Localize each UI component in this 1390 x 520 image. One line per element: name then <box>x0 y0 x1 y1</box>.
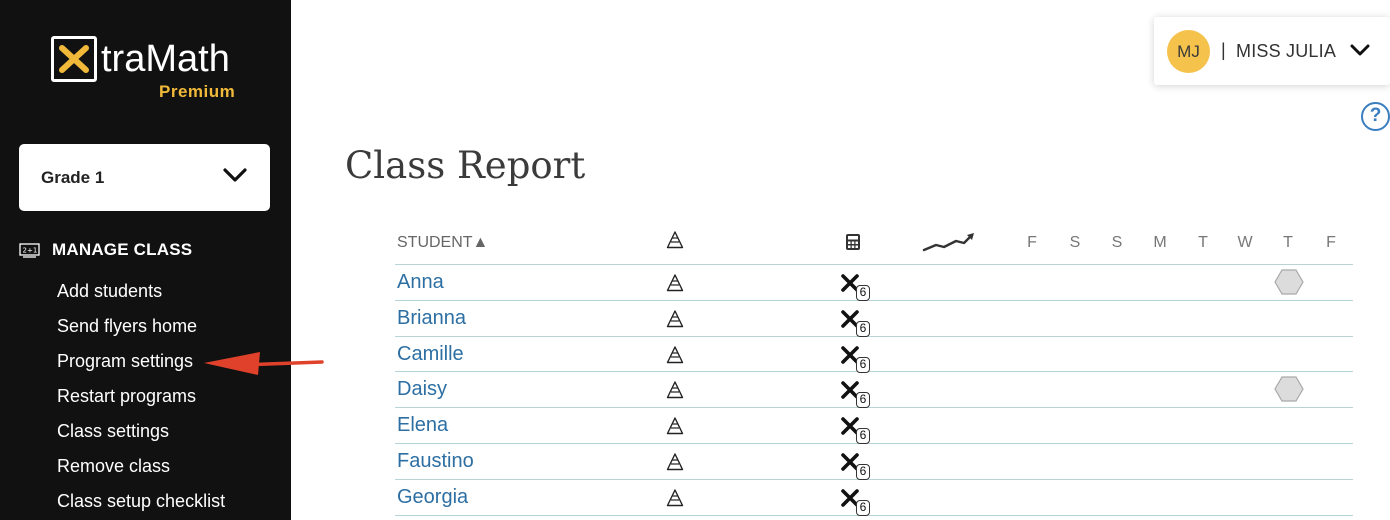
table-body: Anna 6 Brianna 6 Camille 6 Daisy 6 Elena 6 Faustin… <box>395 265 1353 516</box>
day-header: T <box>1283 234 1293 251</box>
table-row: Daisy 6 <box>395 372 1353 409</box>
chevron-down-icon <box>223 168 247 182</box>
logo-x-icon <box>59 45 89 73</box>
accuracy-a-icon <box>666 489 684 506</box>
logo-x-box <box>51 36 97 82</box>
user-separator: | <box>1221 40 1226 60</box>
accuracy-a-icon <box>666 381 684 399</box>
grade-select-value: Grade 1 <box>41 168 105 187</box>
program-level-badge: 6 <box>856 356 870 373</box>
student-name-link[interactable]: Faustino <box>397 449 474 472</box>
menu-remove-class[interactable]: Remove class <box>57 456 171 476</box>
annotation-arrow-icon <box>204 352 324 375</box>
accuracy-a-icon <box>666 310 684 327</box>
accuracy-a-icon <box>666 274 684 292</box>
menu-restart-programs[interactable]: Restart programs <box>57 386 197 406</box>
table-row: Anna 6 <box>395 265 1353 301</box>
multiplication-icon <box>841 309 859 328</box>
day-header: S <box>1069 234 1081 251</box>
day-header: W <box>1237 234 1253 251</box>
classroom-board-icon: 2+1 <box>19 242 40 258</box>
hexagon-icon <box>1274 376 1304 402</box>
day-header: F <box>1326 234 1336 251</box>
student-column-header[interactable]: STUDENT▲ <box>397 234 489 251</box>
user-name: MISS JULIA <box>1236 41 1337 61</box>
trend-line-icon <box>922 233 974 252</box>
sidebar: traMath Premium Grade 1 2+1 MANAGE CLASS… <box>0 0 291 520</box>
student-name-link[interactable]: Daisy <box>397 378 448 401</box>
avatar: MJ <box>1167 30 1210 73</box>
day-header: S <box>1111 234 1123 251</box>
menu-program-settings[interactable]: Program settings <box>57 351 194 371</box>
calculator-icon <box>846 234 860 250</box>
table-row: Faustino 6 <box>395 444 1353 480</box>
student-name-link[interactable]: Anna <box>397 271 444 293</box>
menu-add-students[interactable]: Add students <box>57 281 163 301</box>
day-header: F <box>1027 234 1037 251</box>
program-level-badge: 6 <box>856 392 870 409</box>
manage-class-menu: Add students Send flyers home Program se… <box>57 279 225 520</box>
menu-class-settings[interactable]: Class settings <box>57 421 170 441</box>
accuracy-a-icon <box>666 231 684 249</box>
help-icon[interactable]: ? <box>1361 102 1390 131</box>
program-level-badge: 6 <box>856 285 870 301</box>
manage-class-header: 2+1 MANAGE CLASS <box>19 238 192 262</box>
program-level-badge: 6 <box>856 499 870 516</box>
program-level-badge: 6 <box>856 428 870 445</box>
chevron-down-icon <box>1350 44 1370 56</box>
program-level-badge: 6 <box>856 320 870 337</box>
day-header: T <box>1198 234 1208 251</box>
grade-select[interactable]: Grade 1 <box>19 144 270 211</box>
menu-send-flyers-home[interactable]: Send flyers home <box>57 316 198 336</box>
multiplication-icon <box>841 488 859 507</box>
student-name-link[interactable]: Elena <box>397 414 449 437</box>
student-name-link[interactable]: Camille <box>397 342 464 365</box>
table-header: STUDENT▲ F S S M T W T F <box>395 225 1353 265</box>
logo-premium-label: Premium <box>159 82 236 101</box>
multiplication-icon <box>841 417 859 435</box>
accuracy-a-icon <box>666 345 684 363</box>
table-row: Georgia 6 <box>395 480 1353 516</box>
student-name-link[interactable]: Brianna <box>397 306 466 329</box>
accuracy-a-icon <box>666 453 684 471</box>
day-header: M <box>1153 234 1167 251</box>
page-title: Class Report <box>345 144 586 187</box>
accuracy-a-icon <box>666 417 684 435</box>
multiplication-icon <box>841 453 859 471</box>
multiplication-icon <box>841 345 859 364</box>
multiplication-icon <box>841 274 859 292</box>
menu-class-setup-checklist[interactable]: Class setup checklist <box>57 491 226 511</box>
program-level-badge: 6 <box>856 463 870 480</box>
table-row: Camille 6 <box>395 337 1353 373</box>
svg-text:2+1: 2+1 <box>23 246 38 254</box>
xtramath-logo[interactable]: traMath Premium <box>51 36 241 102</box>
multiplication-icon <box>841 381 859 400</box>
hexagon-icon <box>1274 269 1304 295</box>
student-name-link[interactable]: Georgia <box>397 485 469 508</box>
table-row: Brianna 6 <box>395 301 1353 337</box>
logo-wordmark: traMath <box>101 38 230 80</box>
class-report-table: STUDENT▲ F S S M T W T F Anna 6 Brianna 6 Ca… <box>395 225 1353 516</box>
manage-class-title: MANAGE CLASS <box>52 240 193 259</box>
user-menu[interactable]: MJ | MISS JULIA <box>1154 17 1390 85</box>
table-row: Elena 6 <box>395 408 1353 445</box>
